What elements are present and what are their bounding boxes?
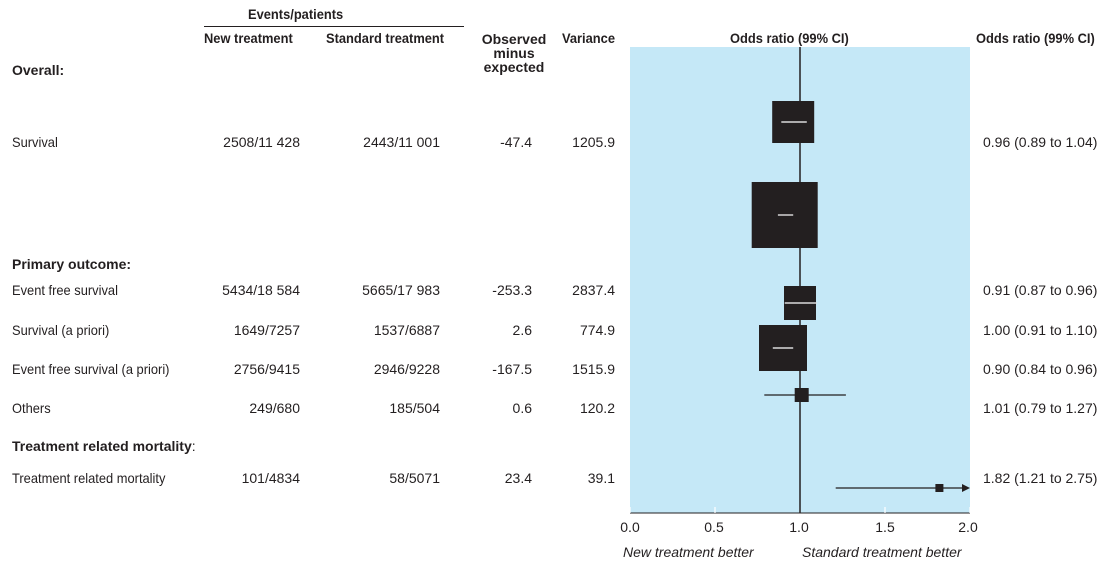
section-overall: Overall: bbox=[12, 62, 65, 78]
new-treatment-value: 2756/9415 bbox=[233, 361, 300, 377]
observed-minus-expected-value: -167.5 bbox=[492, 361, 532, 377]
observed-minus-expected-value: 23.4 bbox=[504, 470, 532, 486]
x-tick-label: 2.0 bbox=[958, 519, 978, 535]
row-label: Event free survival (a priori) bbox=[12, 361, 170, 377]
new-treatment-header: New treatment bbox=[204, 30, 293, 46]
standard-treatment-value: 5665/17 983 bbox=[362, 282, 440, 298]
standard-treatment-value: 2443/11 001 bbox=[363, 134, 440, 150]
x-tick-label: 0.0 bbox=[620, 519, 640, 535]
observed-minus-expected-value: 0.6 bbox=[512, 400, 532, 416]
standard-treatment-value: 58/5071 bbox=[389, 470, 440, 486]
odds-ratio-ci-value: 0.91 (0.87 to 0.96) bbox=[983, 282, 1098, 298]
x-tick-label: 1.5 bbox=[875, 519, 895, 535]
variance-value: 1205.9 bbox=[572, 134, 615, 150]
odds-ratio-ci-value: 0.96 (0.89 to 1.04) bbox=[983, 134, 1098, 150]
odds-ratio-text-header: Odds ratio (99% CI) bbox=[976, 30, 1095, 46]
odds-ratio-ci-value: 1.00 (0.91 to 1.10) bbox=[983, 322, 1098, 338]
standard-treatment-value: 185/504 bbox=[389, 400, 440, 416]
odds-ratio-plot-header: Odds ratio (99% CI) bbox=[730, 30, 849, 46]
variance-value: 1515.9 bbox=[572, 361, 615, 377]
observed-minus-expected-value: -253.3 bbox=[492, 282, 532, 298]
odds-ratio-ci-value: 1.82 (1.21 to 2.75) bbox=[983, 470, 1098, 486]
x-tick-label: 1.0 bbox=[789, 519, 809, 535]
new-treatment-value: 5434/18 584 bbox=[222, 282, 300, 298]
new-treatment-value: 2508/11 428 bbox=[223, 134, 300, 150]
row-label: Survival (a priori) bbox=[12, 322, 110, 338]
row-label: Event free survival bbox=[12, 282, 118, 298]
row-label: Survival bbox=[12, 134, 58, 150]
new-treatment-better-label: New treatment better bbox=[623, 544, 754, 560]
observed-minus-expected-header: Observed minus expected bbox=[481, 31, 547, 75]
new-treatment-value: 101/4834 bbox=[241, 470, 300, 486]
row-label: Treatment related mortality bbox=[12, 470, 166, 486]
events-header-rule bbox=[204, 26, 464, 27]
section-treatment-related-mortality: Treatment related mortality: bbox=[12, 438, 196, 454]
variance-value: 120.2 bbox=[579, 400, 615, 416]
odds-ratio-ci-value: 1.01 (0.79 to 1.27) bbox=[983, 400, 1098, 416]
standard-treatment-better-label: Standard treatment better bbox=[802, 544, 962, 560]
row-label: Others bbox=[12, 400, 51, 416]
variance-value: 39.1 bbox=[587, 470, 615, 486]
variance-value: 2837.4 bbox=[572, 282, 615, 298]
events-patients-header: Events/patients bbox=[248, 6, 344, 22]
standard-treatment-header: Standard treatment bbox=[326, 30, 445, 46]
estimate-box bbox=[935, 484, 944, 492]
estimate-box bbox=[794, 388, 809, 402]
new-treatment-value: 249/680 bbox=[249, 400, 300, 416]
ci-arrow bbox=[962, 484, 970, 492]
section-primary-outcome: Primary outcome: bbox=[12, 256, 132, 272]
observed-minus-expected-value: 2.6 bbox=[512, 322, 532, 338]
odds-ratio-ci-value: 0.90 (0.84 to 0.96) bbox=[983, 361, 1098, 377]
standard-treatment-value: 1537/6887 bbox=[373, 322, 440, 338]
observed-minus-expected-value: -47.4 bbox=[500, 134, 532, 150]
variance-value: 774.9 bbox=[579, 322, 615, 338]
standard-treatment-value: 2946/9228 bbox=[373, 361, 440, 377]
new-treatment-value: 1649/7257 bbox=[233, 322, 300, 338]
x-tick-label: 0.5 bbox=[704, 519, 724, 535]
variance-header: Variance bbox=[562, 30, 616, 46]
